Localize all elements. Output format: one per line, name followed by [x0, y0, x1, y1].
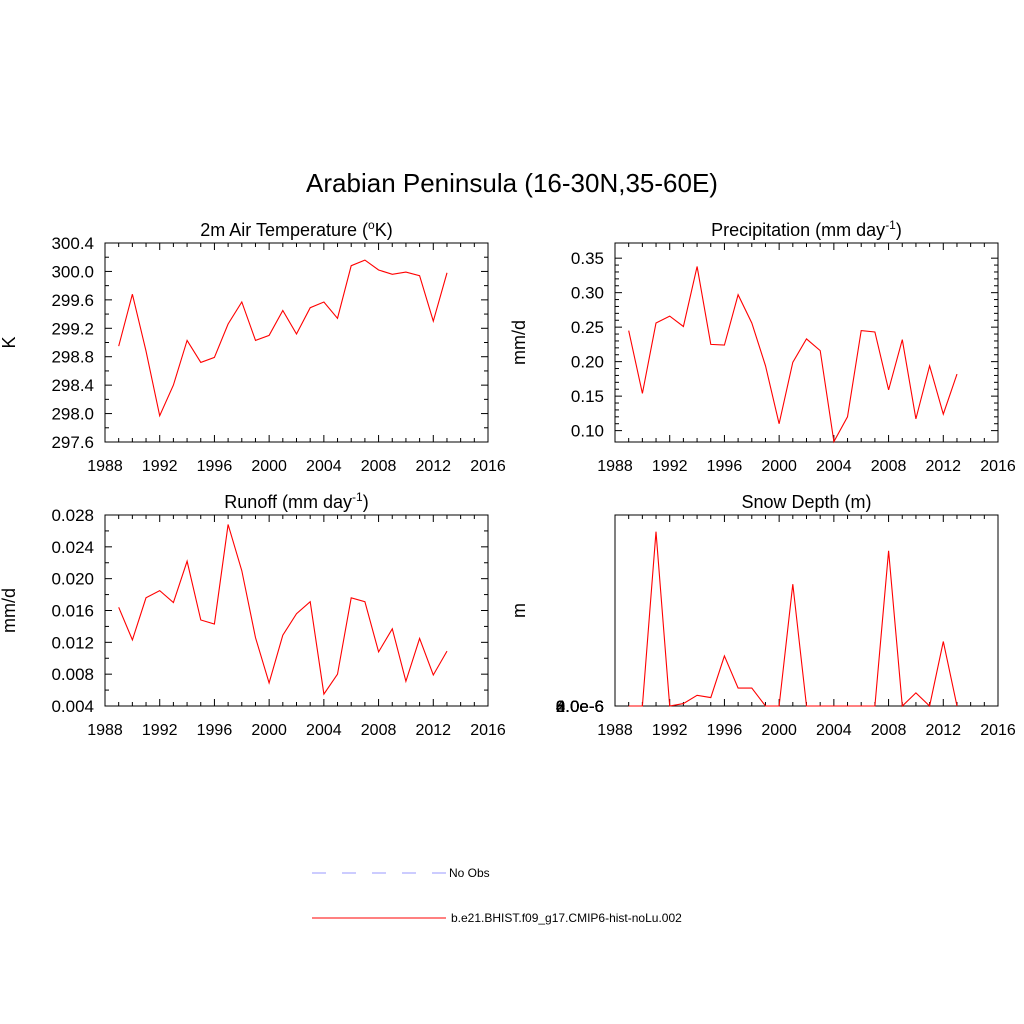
y-axis-label: K	[0, 336, 19, 348]
x-tick-label: 2008	[871, 458, 907, 475]
x-tick-label: 2000	[251, 458, 287, 475]
legend-label: No Obs	[449, 866, 490, 880]
x-tick-label: 1988	[597, 458, 633, 475]
x-tick-label: 2012	[925, 722, 961, 739]
y-tick-label: 0.004	[51, 697, 94, 716]
legend: No Obs b.e21.BHIST.f09_g17.CMIP6-hist-noL…	[312, 866, 682, 925]
y-tick-label: 300.0	[51, 262, 94, 281]
x-tick-label: 2000	[251, 722, 287, 739]
x-tick-label: 2012	[415, 458, 451, 475]
x-tick-label: 2008	[871, 722, 907, 739]
y-tick-label: 0.15	[571, 387, 604, 406]
x-tick-label: 2000	[761, 722, 797, 739]
x-tick-label: 2008	[361, 722, 397, 739]
y-tick-label: 6.0e-6	[556, 697, 604, 716]
panel-temperature: 2m Air Temperature (oK) 1988 1992 1996 2000 2…	[0, 218, 506, 475]
x-tick-label: 2016	[980, 458, 1016, 475]
legend-label: b.e21.BHIST.f09_g17.CMIP6-hist-noLu.002	[451, 911, 682, 925]
x-tick-label: 2000	[761, 458, 797, 475]
x-tick-label: 2004	[306, 458, 342, 475]
x-tick-label: 1996	[197, 722, 233, 739]
x-tick-label: 2012	[415, 722, 451, 739]
y-tick-label: 0.028	[51, 506, 94, 525]
y-tick-label: 298.0	[51, 405, 94, 424]
y-tick-label: 8.0e-6	[556, 697, 604, 716]
y-tick-label: 298.8	[51, 348, 94, 367]
y-tick-label: 300.4	[51, 234, 94, 253]
x-tick-label: 2016	[470, 722, 506, 739]
series-line	[628, 531, 958, 708]
x-tick-label: 1996	[707, 722, 743, 739]
x-tick-label: 1988	[597, 722, 633, 739]
x-tick-label: 1996	[707, 458, 743, 475]
series-line	[118, 259, 448, 418]
panel-title: Runoff (mm day-1)	[224, 490, 368, 512]
y-tick-label: 0.30	[571, 284, 604, 303]
x-tick-label: 1988	[87, 458, 123, 475]
x-tick-label: 2004	[306, 722, 342, 739]
panel-title: Snow Depth (m)	[741, 492, 871, 512]
x-tick-label: 1992	[142, 722, 178, 739]
x-tick-label: 2016	[980, 722, 1016, 739]
y-tick-label: 0.20	[571, 353, 604, 372]
y-tick-label: 0.016	[51, 602, 94, 621]
x-tick-label: 2012	[925, 458, 961, 475]
x-tick-label: 1992	[142, 458, 178, 475]
y-tick-label: 299.2	[51, 319, 94, 338]
y-tick-label: 0.10	[571, 422, 604, 441]
y-tick-label: 0.012	[51, 633, 94, 652]
series-line	[628, 266, 958, 444]
x-tick-label: 2004	[816, 458, 852, 475]
x-tick-label: 2004	[816, 722, 852, 739]
x-tick-label: 2016	[470, 458, 506, 475]
series-line	[118, 524, 448, 696]
y-tick-label: 4.0e-6	[556, 697, 604, 716]
y-axis-label: m	[509, 603, 529, 618]
y-tick-label: 2.0e-6	[556, 697, 604, 716]
x-tick-label: 1992	[652, 722, 688, 739]
panel-runoff: Runoff (mm day-1) 1988 1992 1996 2000 2004 200…	[0, 490, 506, 739]
panel-title: Precipitation (mm day-1)	[711, 218, 902, 240]
plot-frame	[104, 242, 489, 443]
x-tick-label: 1988	[87, 722, 123, 739]
y-tick-label: 0.024	[51, 538, 94, 557]
y-tick-label: 0.020	[51, 570, 94, 589]
panel-snow-depth: Snow Depth (m) 1988 1992 1996 2000 2004 2008 20…	[509, 492, 1016, 739]
y-tick-label: 0.008	[51, 665, 94, 684]
y-tick-label: 0.35	[571, 249, 604, 268]
x-tick-label: 1992	[652, 458, 688, 475]
y-tick-label: 0.0e-6	[556, 697, 604, 716]
panel-title: 2m Air Temperature (oK)	[200, 218, 392, 240]
y-tick-label: 0.25	[571, 318, 604, 337]
panel-precipitation: Precipitation (mm day-1) 1988 1992 1996 2000…	[509, 218, 1016, 475]
x-tick-label: 2008	[361, 458, 397, 475]
x-tick-label: 1996	[197, 458, 233, 475]
plot-frame	[614, 242, 999, 443]
figure-title: Arabian Peninsula (16-30N,35-60E)	[306, 168, 718, 198]
plot-frame	[614, 514, 999, 707]
plot-frame	[104, 514, 489, 707]
y-tick-label: 299.6	[51, 291, 94, 310]
y-tick-label: 297.6	[51, 433, 94, 452]
y-axis-label: mm/d	[0, 588, 19, 633]
y-axis-label: mm/d	[509, 320, 529, 365]
y-tick-label: 298.4	[51, 376, 94, 395]
